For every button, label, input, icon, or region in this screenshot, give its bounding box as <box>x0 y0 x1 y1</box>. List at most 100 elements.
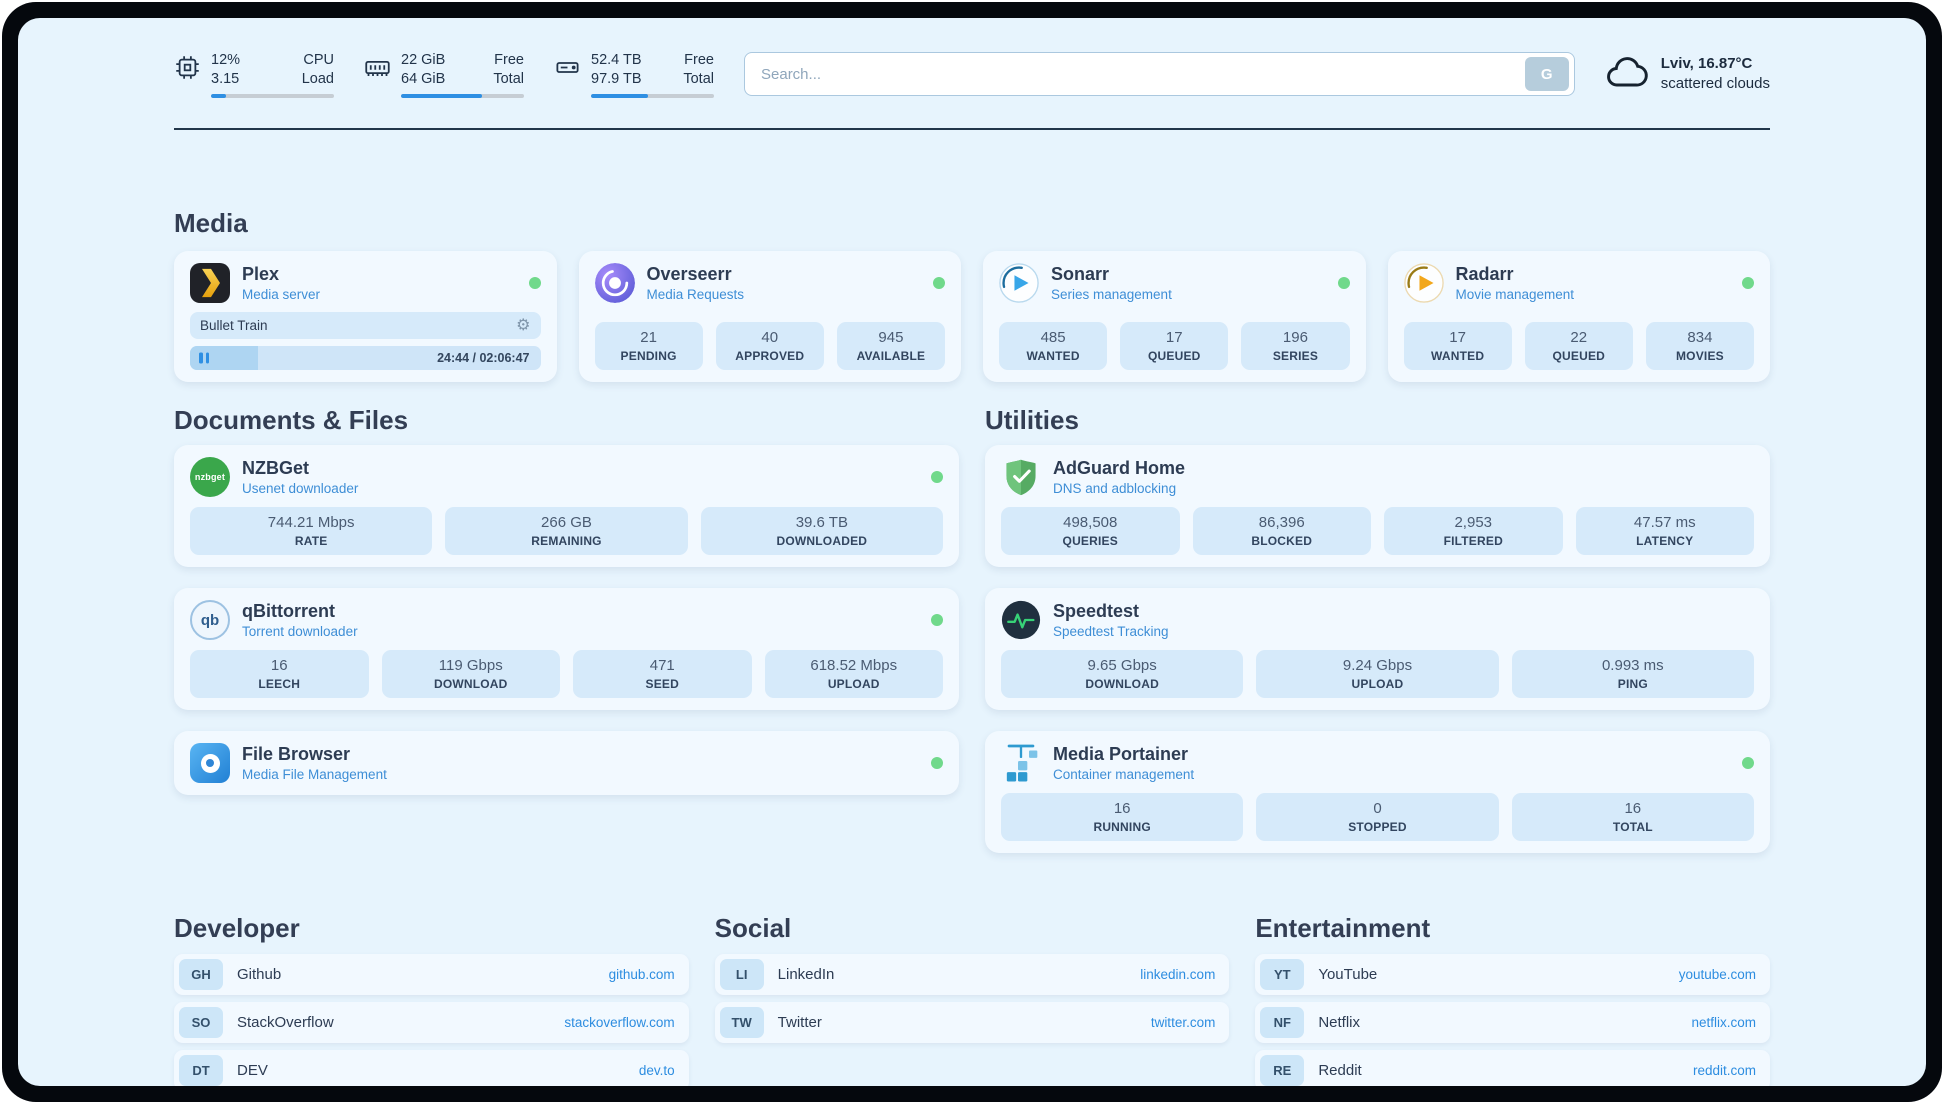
bookmark-youtube[interactable]: YT YouTube youtube.com <box>1255 954 1770 995</box>
pause-icon[interactable] <box>199 352 209 364</box>
app-card-filebrowser[interactable]: File Browser Media File Management <box>174 731 959 795</box>
playback-time: 24:44 / 02:06:47 <box>437 351 530 365</box>
app-card-sonarr[interactable]: Sonarr Series management 485 WANTED 17 QUE… <box>983 251 1366 382</box>
app-card-header: Radarr Movie management <box>1403 263 1754 303</box>
stat-value: 2,953 <box>1454 514 1493 531</box>
cpu-load-value: 3.15 <box>211 70 240 87</box>
app-stats: 16 LEECH 119 Gbps DOWNLOAD 471 SEED 618.52 … <box>190 640 943 698</box>
app-card-adguard[interactable]: AdGuard Home DNS and adblocking 498,508 Q… <box>985 445 1770 567</box>
stat-label: DOWNLOAD <box>433 677 508 691</box>
app-stats: 16 RUNNING 0 STOPPED 16 TOTAL <box>1001 783 1754 841</box>
app-card-plex[interactable]: Plex Media server Bullet Train ⚙ 24:44 /… <box>174 251 557 382</box>
stat-value: 498,508 <box>1063 514 1118 531</box>
now-playing-bar: Bullet Train ⚙ <box>190 312 541 339</box>
bookmark-reddit[interactable]: RE Reddit reddit.com <box>1255 1050 1770 1086</box>
bookmark-abbr-badge: GH <box>179 959 223 990</box>
stat-box: 119 Gbps DOWNLOAD <box>381 650 560 698</box>
app-card-qbittorrent[interactable]: qb qBittorrent Torrent downloader 16 LEEC… <box>174 588 959 710</box>
disk-total-label: Total <box>683 70 714 87</box>
app-meta: qBittorrent Torrent downloader <box>242 600 358 640</box>
stat-box: 16 RUNNING <box>1001 793 1244 841</box>
stat-box: 17 QUEUED <box>1120 322 1229 370</box>
stat-label: DOWNLOAD <box>1085 677 1159 691</box>
stat-label: PENDING <box>620 349 677 363</box>
online-status-dot <box>1742 277 1754 289</box>
stat-label: TOTAL <box>1612 820 1653 834</box>
settings-gear-icon[interactable]: ⚙ <box>516 316 531 334</box>
search-input[interactable] <box>761 65 1525 83</box>
dashboard-screen: 12% CPU 3.15 Load 22 GiB Free 64 GiB Total 5… <box>18 18 1926 1086</box>
stat-box: 86,396 BLOCKED <box>1192 507 1371 555</box>
disk-widget: 52.4 TB Free 97.9 TB Total <box>554 51 714 98</box>
app-subtitle: DNS and adblocking <box>1053 481 1177 496</box>
app-card-nzbget[interactable]: nzbget NZBGet Usenet downloader 744.21 M… <box>174 445 959 567</box>
stat-value: 47.57 ms <box>1633 514 1696 531</box>
weather-widget: Lviv, 16.87°C scattered clouds <box>1605 52 1770 96</box>
cpu-widget: 12% CPU 3.15 Load <box>174 51 334 98</box>
bookmark-netflix[interactable]: NF Netflix netflix.com <box>1255 1002 1770 1043</box>
app-card-radarr[interactable]: Radarr Movie management 17 WANTED 22 QUEUE… <box>1387 251 1770 382</box>
stat-value: 119 Gbps <box>438 657 503 674</box>
disk-widget-body: 52.4 TB Free 97.9 TB Total <box>591 51 714 98</box>
memory-total-label: Total <box>493 70 524 87</box>
app-card-portainer[interactable]: Media Portainer Container management 16 R… <box>985 731 1770 853</box>
cpu-icon <box>174 54 201 81</box>
disk-total-value: 97.9 TB <box>591 70 642 87</box>
app-card-speedtest[interactable]: Speedtest Speedtest Tracking 9.65 Gbps DO… <box>985 588 1770 710</box>
portainer-icon <box>1001 743 1041 783</box>
memory-free-value: 22 GiB <box>401 51 446 68</box>
stat-box: 9.24 Gbps UPLOAD <box>1256 650 1499 698</box>
online-status-dot <box>931 614 943 626</box>
stat-label: LEECH <box>258 677 301 691</box>
bookmark-linkedin[interactable]: LI LinkedIn linkedin.com <box>714 954 1230 995</box>
stat-box: 16 TOTAL <box>1511 793 1754 841</box>
disk-free-label: Free <box>684 51 714 68</box>
cpu-usage-value: 12% <box>211 51 241 68</box>
app-name: Media Portainer <box>1053 744 1189 764</box>
search-bar: G <box>744 52 1575 96</box>
cpu-usage-label: CPU <box>303 51 334 68</box>
app-subtitle: Media Requests <box>646 287 745 302</box>
stat-value: 945 <box>878 329 904 346</box>
app-card-header: File Browser Media File Management <box>190 743 943 783</box>
app-meta: Speedtest Speedtest Tracking <box>1053 600 1169 640</box>
bookmark-url: youtube.com <box>1678 967 1756 982</box>
stat-value: 21 <box>640 329 657 346</box>
app-stats: 17 WANTED 22 QUEUED 834 MOVIES <box>1403 312 1755 370</box>
stat-box: 834 MOVIES <box>1645 322 1755 370</box>
playback-progress-bar[interactable]: 24:44 / 02:06:47 <box>190 346 541 370</box>
app-name: File Browser <box>242 744 351 764</box>
memory-free-label: Free <box>494 51 524 68</box>
stat-label: AVAILABLE <box>856 349 926 363</box>
stat-value: 9.24 Gbps <box>1342 657 1413 674</box>
app-name: NZBGet <box>242 458 309 478</box>
filebrowser-icon <box>190 743 230 783</box>
speedtest-icon <box>1001 600 1041 640</box>
stat-label: SERIES <box>1272 349 1319 363</box>
stat-value: 9.65 Gbps <box>1087 657 1157 674</box>
bookmark-twitter[interactable]: TW Twitter twitter.com <box>714 1002 1230 1043</box>
bookmark-abbr-badge: SO <box>179 1007 223 1038</box>
bookmark-github[interactable]: GH Github github.com <box>174 954 689 995</box>
online-status-dot <box>528 277 541 289</box>
stat-value: 196 <box>1282 329 1308 346</box>
app-name: qBittorrent <box>242 601 335 621</box>
stat-box: 40 APPROVED <box>715 322 824 370</box>
bookmark-url: twitter.com <box>1150 1015 1216 1030</box>
app-subtitle: Torrent downloader <box>242 624 358 639</box>
stat-box: 744.21 Mbps RATE <box>190 507 433 555</box>
bookmark-name: Github <box>237 966 282 983</box>
app-card-overseerr[interactable]: Overseerr Media Requests 21 PENDING 40 APP… <box>578 251 961 382</box>
stat-value: 0 <box>1373 800 1382 817</box>
app-subtitle: Series management <box>1051 287 1172 302</box>
stat-label: REMAINING <box>531 534 602 548</box>
online-status-dot <box>1337 277 1350 289</box>
app-meta: AdGuard Home DNS and adblocking <box>1053 457 1185 497</box>
bookmark-dev[interactable]: DT DEV dev.to <box>174 1050 689 1086</box>
bookmark-name: StackOverflow <box>237 1014 334 1031</box>
app-card-header: Overseerr Media Requests <box>594 263 945 303</box>
bookmark-stackoverflow[interactable]: SO StackOverflow stackoverflow.com <box>174 1002 689 1043</box>
bookmark-name: Twitter <box>777 1014 822 1031</box>
memory-progress-bar <box>401 93 524 98</box>
search-engine-button[interactable]: G <box>1524 57 1569 91</box>
